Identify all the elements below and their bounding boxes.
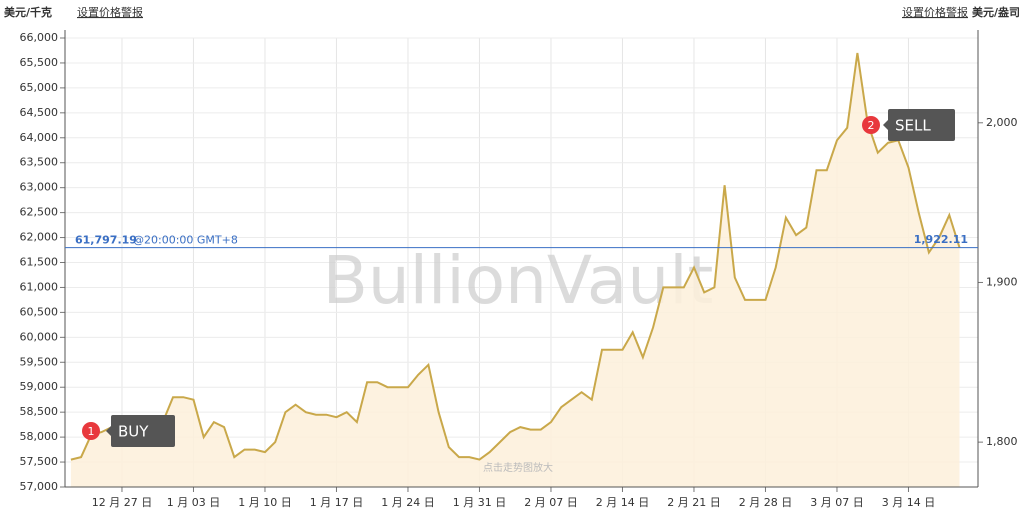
flag-dot: [862, 116, 880, 134]
y-tick-label: 64,000: [20, 131, 59, 144]
y-tick-label: 60,000: [20, 330, 59, 343]
watermark: BullionVault: [323, 242, 714, 319]
flag-number: 1: [88, 425, 95, 438]
y2-tick-label: 1,800: [986, 435, 1018, 448]
flag-box: [111, 415, 175, 447]
alert-link[interactable]: 设置价格警报: [77, 5, 143, 19]
ref-time: @20:00:00 GMT+8: [133, 234, 238, 247]
y-tick-label: 59,500: [20, 355, 59, 368]
line: [70, 52, 961, 461]
alert-link[interactable]: 设置价格警报: [902, 5, 968, 19]
y-tick-label: 62,000: [20, 231, 59, 244]
flag-label: SELL: [895, 117, 931, 135]
x-tick-label: 1 月 24 日: [381, 496, 435, 509]
x-tick-label: 1 月 10 日: [238, 496, 292, 509]
x-tick-label: 12 月 27 日: [92, 496, 152, 509]
y-tick-label: 65,500: [20, 56, 59, 69]
x-tick-label: 2 月 21 日: [667, 496, 721, 509]
flag-pointer: [883, 120, 888, 130]
ref-label: 61,797.19: [75, 234, 137, 247]
y-tick-label: 63,000: [20, 181, 59, 194]
x-tick-label: 2 月 14 日: [596, 496, 650, 509]
y-tick-label: 57,500: [20, 455, 59, 468]
y-tick-label: 58,000: [20, 430, 59, 443]
zoom-hint: 点击走势图放大: [483, 461, 553, 474]
ref-y2-label: 1,922.11: [914, 233, 968, 246]
y2-tick-label: 1,900: [986, 275, 1018, 288]
left-unit: 美元/千克: [4, 5, 52, 19]
y-tick-label: 58,500: [20, 405, 59, 418]
x-tick-label: 1 月 17 日: [310, 496, 364, 509]
y-tick-label: 61,000: [20, 280, 59, 293]
y-tick-label: 57,000: [20, 480, 59, 493]
y-tick-label: 60,500: [20, 305, 59, 318]
area: [70, 53, 960, 487]
y-tick-label: 63,500: [20, 156, 59, 169]
flag-box: [888, 109, 955, 141]
flag-label: BUY: [118, 423, 149, 441]
x-tick-label: 3 月 14 日: [882, 496, 936, 509]
x-tick-label: 1 月 03 日: [167, 496, 221, 509]
y-tick-label: 64,500: [20, 106, 59, 119]
y-tick-label: 59,000: [20, 380, 59, 393]
y-tick-label: 61,500: [20, 256, 59, 269]
right-unit: 美元/盎司: [972, 5, 1020, 19]
flag-number: 2: [868, 119, 875, 132]
flag-dot: [82, 422, 100, 440]
y-tick-label: 65,000: [20, 81, 59, 94]
x-tick-label: 2 月 07 日: [524, 496, 578, 509]
x-tick-label: 3 月 07 日: [810, 496, 864, 509]
y-tick-label: 66,000: [20, 31, 59, 44]
y-tick-label: 62,500: [20, 206, 59, 219]
x-tick-label: 2 月 28 日: [739, 496, 793, 509]
y2-tick-label: 2,000: [986, 116, 1018, 129]
flag-pointer: [106, 426, 111, 436]
x-tick-label: 1 月 31 日: [453, 496, 507, 509]
